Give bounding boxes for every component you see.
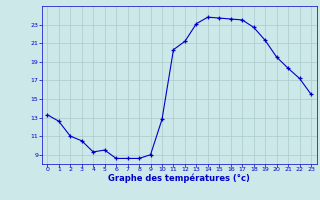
X-axis label: Graphe des températures (°c): Graphe des températures (°c) — [108, 174, 250, 183]
